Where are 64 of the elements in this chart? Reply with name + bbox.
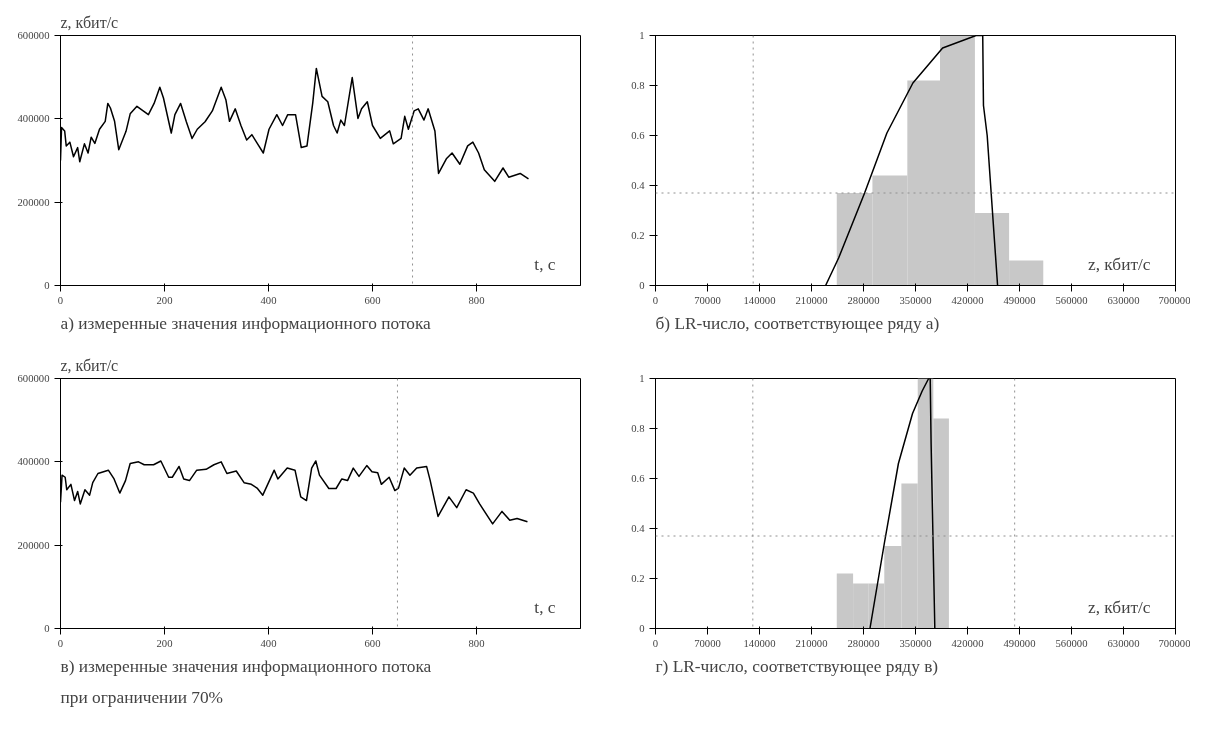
- x-tick-label: 490000: [1003, 294, 1036, 306]
- x-tick-label: 560000: [1055, 637, 1088, 649]
- x-tick-label: 560000: [1055, 294, 1088, 306]
- x-tick-label: 140000: [743, 637, 776, 649]
- y-tick-label: 600000: [17, 373, 50, 384]
- y-tick-label: 200000: [17, 196, 50, 208]
- x-tick-label: 140000: [743, 294, 776, 306]
- x-tick-label: 420000: [951, 294, 984, 306]
- x-tick-label: 0: [57, 294, 64, 306]
- x-tick-label: 630000: [1107, 637, 1140, 649]
- x-tick-label: 280000: [847, 294, 880, 306]
- y-tick-label: 0: [44, 280, 50, 291]
- x-axis-title: z, кбит/с: [1087, 597, 1151, 617]
- x-tick-label: 350000: [899, 637, 932, 649]
- x-tick-label: 200: [156, 637, 173, 649]
- y-tick-label: 0.4: [631, 523, 646, 534]
- x-tick-label: 420000: [951, 637, 984, 649]
- x-axis-title: t, с: [534, 254, 556, 274]
- y-tick-label: 0.6: [631, 473, 646, 484]
- text: а) измеренные значения информационного потока: [60, 313, 432, 333]
- y-axis-title: z, кбит/с: [60, 13, 119, 31]
- y-tick-label: 200000: [17, 539, 50, 551]
- y-tick-label: 0.2: [631, 230, 645, 241]
- y-tick-label: 0.8: [631, 423, 645, 434]
- y-tick-label: 400000: [17, 456, 50, 468]
- y-tick-label: 1: [639, 373, 645, 384]
- y-tick-label: 0: [639, 623, 645, 634]
- x-tick-label: 600: [364, 294, 381, 306]
- x-tick-label: 70000: [694, 637, 721, 649]
- y-tick-label: 400000: [17, 113, 50, 125]
- x-tick-label: 70000: [694, 294, 721, 306]
- x-tick-label: 210000: [795, 294, 828, 306]
- y-tick-label: 0: [639, 280, 645, 291]
- y-tick-label: 600000: [17, 30, 50, 41]
- y-tick-label: 0.6: [631, 130, 646, 141]
- y-tick-label: 0.8: [631, 80, 645, 91]
- text: г) LR-число, соответствующее ряду в): [655, 656, 939, 676]
- text: в) измеренные значения информационного потока при ограничении 70%: [60, 656, 432, 707]
- x-tick-label: 0: [652, 294, 659, 306]
- line-series: [60, 460, 529, 525]
- x-tick-label: 0: [57, 637, 64, 649]
- x-tick-label: 350000: [899, 294, 932, 306]
- x-tick-label: 0: [652, 637, 659, 649]
- y-tick-label: 0.2: [631, 573, 645, 584]
- x-tick-label: 800: [468, 637, 485, 649]
- x-tick-label: 210000: [795, 637, 828, 649]
- x-tick-label: 280000: [847, 637, 880, 649]
- x-tick-label: 400: [260, 294, 277, 306]
- x-axis-title: z, кбит/с: [1087, 254, 1151, 274]
- x-axis-title: t, с: [534, 597, 556, 617]
- x-tick-label: 700000: [1158, 637, 1191, 649]
- x-tick-label: 800: [468, 294, 485, 306]
- x-tick-label: 490000: [1003, 637, 1036, 649]
- text: б) LR-число, соответствующее ряду а): [655, 313, 940, 333]
- x-tick-label: 200: [156, 294, 173, 306]
- y-tick-label: 0.4: [631, 180, 646, 191]
- y-tick-label: 1: [639, 30, 645, 41]
- y-tick-label: 0: [44, 623, 50, 634]
- line-series: [60, 67, 530, 183]
- x-tick-label: 700000: [1158, 294, 1191, 306]
- x-tick-label: 400: [260, 637, 277, 649]
- y-axis-title: z, кбит/с: [60, 356, 119, 374]
- x-tick-label: 630000: [1107, 294, 1140, 306]
- x-tick-label: 600: [364, 637, 381, 649]
